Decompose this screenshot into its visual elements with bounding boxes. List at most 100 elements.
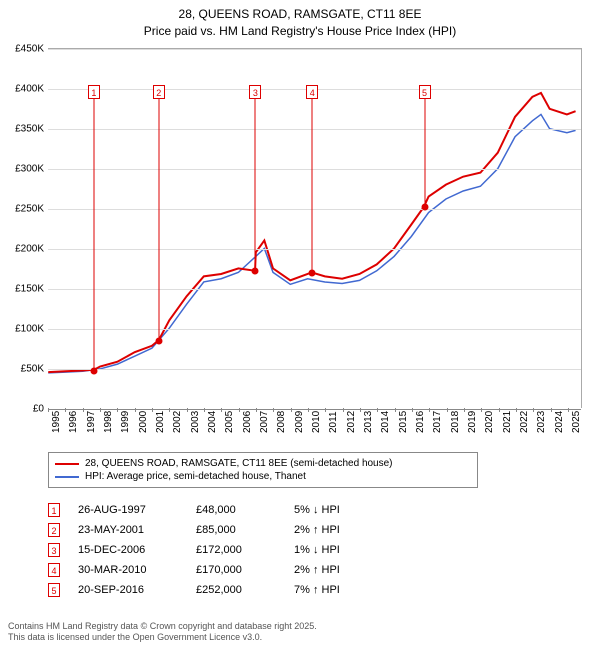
tx-diff: 5% ↓ HPI [294,504,394,516]
x-tick [429,408,430,412]
x-axis-label: 2009 [294,411,305,433]
x-tick [464,408,465,412]
tx-number: 1 [48,503,60,517]
footer-line-1: Contains HM Land Registry data © Crown c… [8,621,317,633]
title-line-2: Price paid vs. HM Land Registry's House … [0,23,600,40]
tx-date: 23-MAY-2001 [78,524,178,536]
table-row: 1 26-AUG-1997 £48,000 5% ↓ HPI [48,500,394,520]
y-axis-label: £50K [2,364,44,375]
x-axis-label: 2018 [450,411,461,433]
x-axis-label: 2006 [242,411,253,433]
x-axis-label: 2023 [536,411,547,433]
tx-date: 30-MAR-2010 [78,564,178,576]
x-axis-label: 2016 [415,411,426,433]
callout-box: 1 [88,85,100,99]
x-tick [377,408,378,412]
x-axis-label: 2011 [328,411,339,433]
x-axis-label: 2003 [190,411,201,433]
x-tick [204,408,205,412]
x-axis-label: 2007 [259,411,270,433]
x-tick [499,408,500,412]
tx-number: 3 [48,543,60,557]
y-gridline [48,249,581,250]
x-tick [447,408,448,412]
y-gridline [48,169,581,170]
tx-price: £170,000 [196,564,276,576]
y-gridline [48,369,581,370]
x-tick [65,408,66,412]
transaction-marker [90,367,97,374]
tx-date: 20-SEP-2016 [78,584,178,596]
transaction-marker [252,268,259,275]
x-tick [325,408,326,412]
x-axis-label: 2005 [224,411,235,433]
x-axis-label: 1999 [120,411,131,433]
x-tick [516,408,517,412]
tx-price: £172,000 [196,544,276,556]
x-axis-label: 1998 [103,411,114,433]
tx-number: 4 [48,563,60,577]
y-axis-label: £0 [2,404,44,415]
x-tick [308,408,309,412]
table-row: 5 20-SEP-2016 £252,000 7% ↑ HPI [48,580,394,600]
x-tick [481,408,482,412]
x-tick [412,408,413,412]
tx-price: £48,000 [196,504,276,516]
legend-item-2: HPI: Average price, semi-detached house,… [55,470,471,483]
legend: 28, QUEENS ROAD, RAMSGATE, CT11 8EE (sem… [48,452,478,488]
x-axis-label: 2013 [363,411,374,433]
x-tick [83,408,84,412]
y-axis-label: £150K [2,284,44,295]
x-axis-label: 2017 [432,411,443,433]
x-tick [169,408,170,412]
x-tick [152,408,153,412]
x-axis-label: 2020 [484,411,495,433]
x-tick [100,408,101,412]
x-axis-label: 2012 [346,411,357,433]
chart-svg [48,49,581,408]
x-tick [568,408,569,412]
tx-diff: 2% ↑ HPI [294,564,394,576]
x-axis-label: 1997 [86,411,97,433]
y-axis-label: £450K [2,44,44,55]
callout-line [312,99,313,273]
x-tick [395,408,396,412]
x-tick [117,408,118,412]
footer: Contains HM Land Registry data © Crown c… [8,621,317,644]
x-tick [135,408,136,412]
x-axis-label: 2024 [554,411,565,433]
tx-date: 26-AUG-1997 [78,504,178,516]
tx-diff: 1% ↓ HPI [294,544,394,556]
callout-box: 2 [153,85,165,99]
x-tick [48,408,49,412]
x-axis-label: 2002 [172,411,183,433]
x-axis-label: 2015 [398,411,409,433]
callout-box: 3 [249,85,261,99]
x-axis-label: 1995 [51,411,62,433]
x-tick [273,408,274,412]
table-row: 315-DEC-2006£172,0001% ↓ HPI [48,540,394,560]
x-axis-label: 2001 [155,411,166,433]
x-tick [291,408,292,412]
y-gridline [48,129,581,130]
callout-box: 4 [306,85,318,99]
x-axis-label: 2019 [467,411,478,433]
tx-price: £252,000 [196,584,276,596]
chart-area: £0£50K£100K£150K£200K£250K£300K£350K£400… [48,48,582,408]
callout-line [255,99,256,271]
title-line-1: 28, QUEENS ROAD, RAMSGATE, CT11 8EE [0,6,600,23]
legend-item-1: 28, QUEENS ROAD, RAMSGATE, CT11 8EE (sem… [55,457,471,470]
x-axis-label: 2022 [519,411,530,433]
x-axis-label: 2000 [138,411,149,433]
x-axis-label: 2008 [276,411,287,433]
tx-number: 5 [48,583,60,597]
y-axis-label: £250K [2,204,44,215]
x-tick [221,408,222,412]
y-gridline [48,209,581,210]
tx-diff: 7% ↑ HPI [294,584,394,596]
transaction-marker [421,204,428,211]
title-block: 28, QUEENS ROAD, RAMSGATE, CT11 8EE Pric… [0,0,600,40]
y-axis-label: £200K [2,244,44,255]
x-axis-label: 2014 [380,411,391,433]
x-tick [360,408,361,412]
